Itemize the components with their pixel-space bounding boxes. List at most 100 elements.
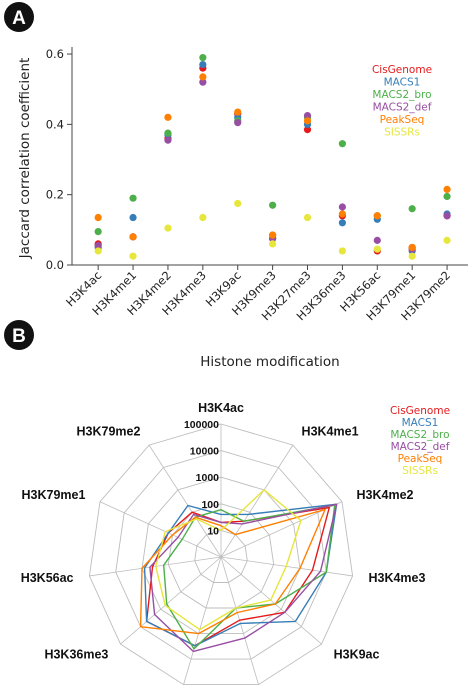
radar-line-peakseq [139,508,326,635]
legend-entry-macs2-def: MACS2_def [373,102,432,114]
legend-entry-sissrs: SISSRs [384,127,420,139]
point-macs2-bro-h3k4ac [94,227,102,236]
radar-axis-label-h3k9me3: H3K9me3 [263,693,320,695]
y-ticks: 0.0 0.2 0.4 0.6 [46,47,72,272]
radar-ring-label-10: 10 [207,525,219,537]
point-sissrs-h3k4me1 [129,252,137,260]
panel-b-badge [4,320,34,350]
radar-spoke-h3k79me1 [99,501,222,558]
point-macs2-bro-h3k4me2 [164,129,172,137]
radar-ring-label-10000: 10000 [190,446,219,458]
point-macs2-def-h3k56ac [373,236,381,244]
point-sissrs-h3k9me3 [269,240,277,248]
point-sissrs-h3k4me3 [199,213,207,222]
panel-a-badge [4,2,34,32]
radar-axis-label-h3k4me1: H3K4me1 [302,425,359,439]
radar-axis-labels: H3K4ac H3K4me1 H3K4me2 H3K4me3 H3K9ac H3K9me3… [21,401,426,695]
legend-entry-peakseq: PeakSeq [380,114,425,126]
radar-line-macs2-def [149,503,338,653]
radar-ring-label-1000: 1000 [196,472,220,484]
point-macs2-bro-h3k4me1 [129,194,137,202]
scatter-points [94,53,451,260]
radar-legend: CisGenomeMACS1MACS2_broMACS2_defPeakSeqS… [390,405,450,477]
x-axis-title: Histone modification [200,354,339,370]
point-peakseq-h3k4ac [94,213,102,222]
scatter-legend: CisGenomeMACS1MACS2_broMACS2_defPeakSeqS… [372,64,432,139]
radar-axis-label-h3k4me3: H3K4me3 [368,571,425,585]
radar-axis-label-h3k4ac: H3K4ac [198,401,244,415]
radar-legend-entry-macs1: MACS1 [402,417,439,429]
legend-entry-macs1: MACS1 [384,77,421,89]
radar-spoke-h3k4me1 [220,444,294,558]
scatter-chart: 0.0 0.2 0.4 0.6 H3K4acH3K4me1H3K4me2H3K4me3… [17,47,468,370]
point-cisgenome-h3k27me3 [303,126,312,134]
point-macs2-bro-h3k4me3 [199,53,207,62]
radar-ring-10000 [115,450,327,660]
y-tick-label: 0.4 [46,117,64,131]
point-macs2-bro-h3k79me2 [443,192,451,201]
legend-entry-cisgenome: CisGenome [372,64,432,76]
point-macs1-h3k4me1 [129,213,137,222]
point-sissrs-h3k79me2 [443,236,451,244]
x-ticks: H3K4acH3K4me1H3K4me2H3K4me3H3K9acH3K9me3… [63,265,453,323]
radar-legend-entry-macs2-bro: MACS2_bro [390,429,449,441]
point-macs2-bro-h3k79me1 [408,205,416,213]
y-axis-title: Jaccard correlation coefficient [17,58,33,260]
radar-legend-entry-cisgenome: CisGenome [390,405,450,417]
point-sissrs-h3k79me1 [408,252,416,260]
radar-legend-entry-sissrs: SISSRs [402,465,438,477]
radar-ring-label-100: 100 [201,499,219,511]
radar-legend-entry-macs2-def: MACS2_def [391,441,450,453]
point-sissrs-h3k9ac [234,199,242,208]
point-macs2-def-h3k4me3 [199,78,207,86]
point-macs2-def-h3k27me3 [303,111,312,120]
radar-axis-label-h3k4me2: H3K4me2 [357,488,414,502]
point-macs2-def-h3k9ac [234,118,242,127]
point-sissrs-h3k56ac [373,245,381,253]
radar-ring-100000 [88,423,354,686]
point-peakseq-h3k56ac [373,212,381,220]
point-macs1-h3k36me3 [338,219,346,227]
point-sissrs-h3k4ac [94,247,102,255]
point-sissrs-h3k4me2 [164,224,172,232]
point-macs2-def-h3k36me3 [338,203,346,211]
radar-series [139,489,338,653]
panel-a-letter: A [12,8,26,29]
y-tick-label: 0.6 [46,47,64,61]
radar-grid [88,423,354,686]
y-tick-label: 0.2 [46,188,64,202]
radar-axis-label-h3k79me1: H3K79me1 [22,488,86,502]
point-peakseq-h3k36me3 [338,210,346,218]
radar-ring-100 [167,503,275,609]
point-macs2-def-h3k79me2 [443,212,451,220]
point-peakseq-h3k4me3 [199,73,207,81]
panel-a: A 0.0 0.2 0.4 0.6 H3K4acH3K4me1H3K4me2H3K4m… [4,2,468,370]
point-macs2-bro-h3k9me3 [269,201,277,209]
radar-spoke-h3k79me2 [148,444,222,558]
radar-spoke-h3k27me3 [183,556,222,685]
point-peakseq-h3k9ac [234,108,242,116]
radar-ring-label-100000: 100000 [184,419,219,431]
point-peakseq-h3k4me1 [129,233,137,241]
point-peakseq-h3k4me2 [164,113,172,121]
radar-ring-10 [194,529,248,583]
radar-ring-labels: 10 100 1000 10000 100000 [184,419,219,537]
radar-spoke-h3k36me3 [120,556,222,645]
radar-line-sissrs [155,489,302,631]
point-sissrs-h3k36me3 [338,247,346,255]
point-peakseq-h3k79me1 [408,243,416,252]
radar-axis-label-h3k9ac: H3K9ac [334,648,380,662]
radar-axis-label-h3k36me3: H3K36me3 [44,648,108,662]
point-macs2-def-h3k4me2 [164,136,172,144]
radar-legend-entry-peakseq: PeakSeq [398,453,443,465]
point-macs2-def-h3k4ac [94,242,102,250]
y-tick-label: 0.0 [46,258,64,272]
panel-b-letter: B [12,326,26,347]
point-peakseq-h3k27me3 [303,117,312,125]
radar-axis-label-h3k27me3: H3K27me3 [115,693,179,695]
point-macs1-h3k4me3 [199,60,207,69]
point-peakseq-h3k9me3 [269,231,277,239]
radar-axis-label-h3k79me2: H3K79me2 [77,425,141,439]
